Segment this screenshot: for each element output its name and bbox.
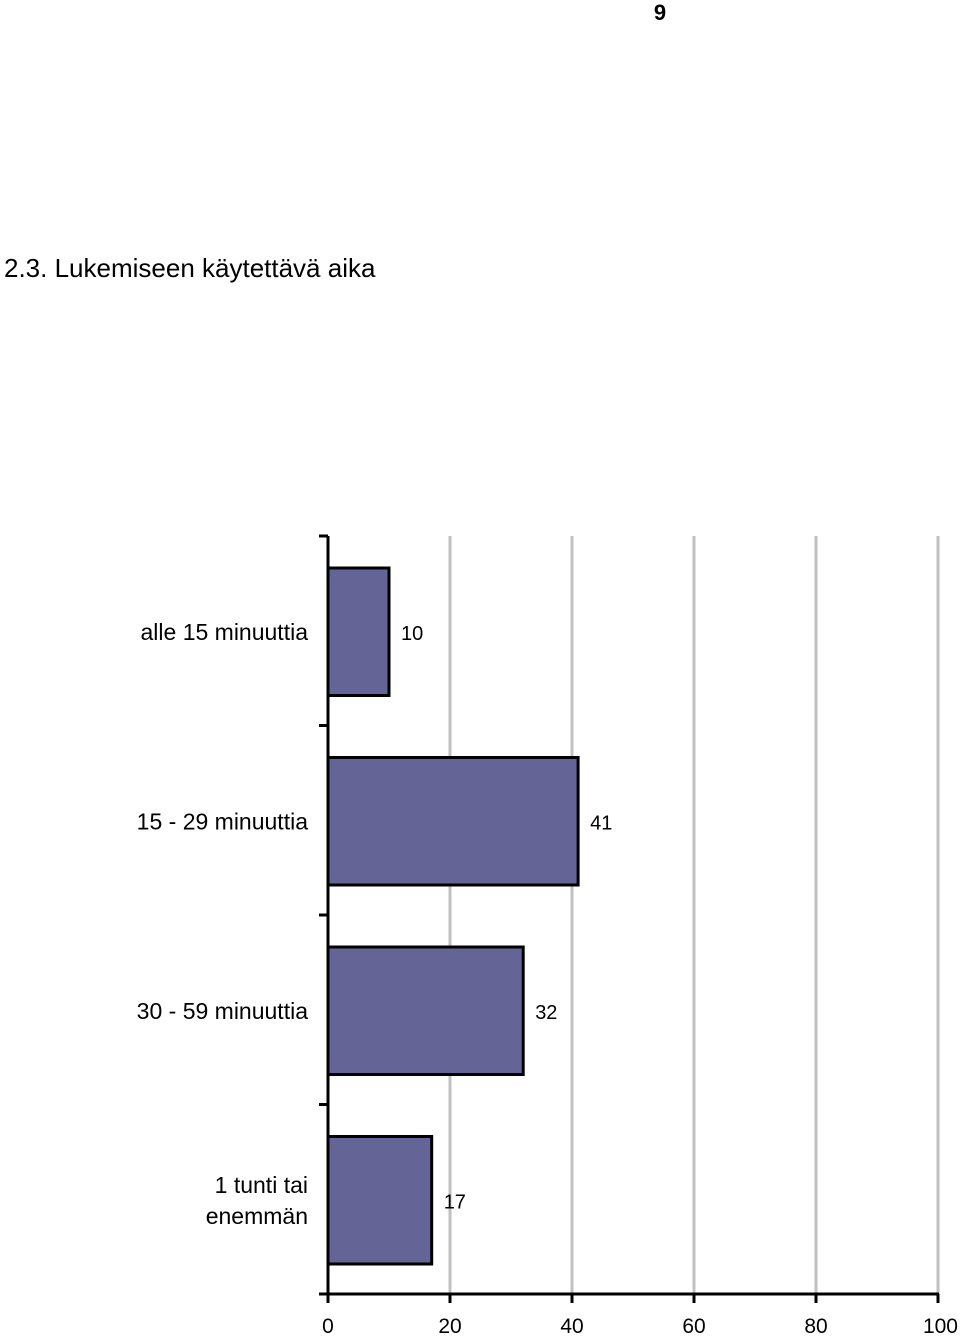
bar-4	[326, 1135, 434, 1266]
x-tick-label-100: 100	[923, 1315, 958, 1338]
x-tick-label-60: 60	[682, 1315, 705, 1338]
x-tick-label-20: 20	[438, 1315, 461, 1338]
category-label-3: 30 - 59 minuuttia	[137, 998, 309, 1024]
bar-3	[326, 945, 525, 1076]
page-number: 9	[653, 0, 667, 25]
data-label-3: 32	[535, 1002, 557, 1024]
x-tick-label-0: 0	[322, 1315, 334, 1338]
data-label-1: 10	[401, 623, 423, 645]
x-tick-label-40: 40	[560, 1315, 583, 1338]
category-label-4-line-2: enemmän	[206, 1203, 308, 1229]
data-label-4: 17	[444, 1191, 466, 1213]
section-title: 2.3. Lukemiseen käytettävä aika	[4, 253, 376, 283]
bar-1	[326, 566, 391, 697]
category-label-2: 15 - 29 minuuttia	[137, 808, 309, 834]
x-tick-label-80: 80	[804, 1315, 827, 1338]
category-label-1: alle 15 minuuttia	[141, 619, 309, 645]
data-label-2: 41	[590, 812, 612, 834]
category-label-4-line-1: 1 tunti tai	[215, 1172, 308, 1198]
bar-2	[326, 756, 580, 887]
